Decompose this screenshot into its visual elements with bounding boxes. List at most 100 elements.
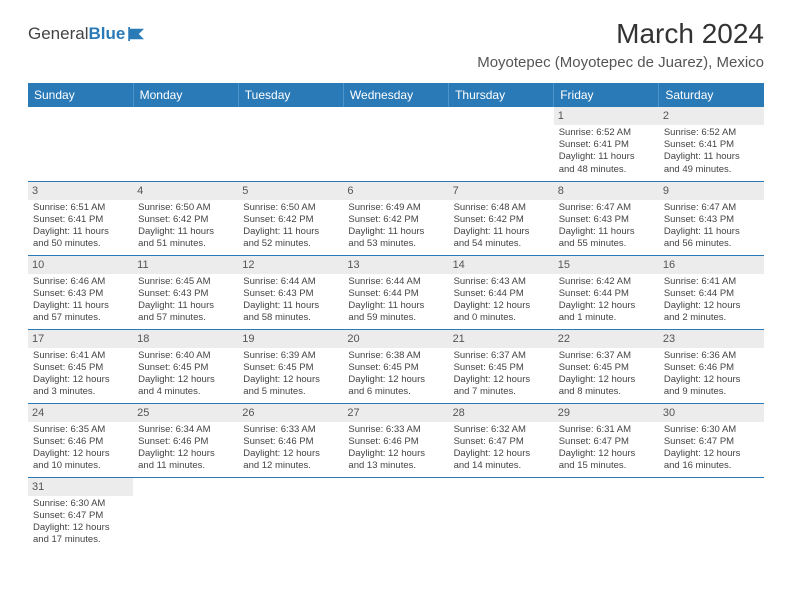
- day-sr: Sunrise: 6:33 AM: [348, 424, 443, 436]
- day-dl1: Daylight: 12 hours: [138, 448, 233, 460]
- day-number: 29: [554, 404, 659, 422]
- location: Moyotepec (Moyotepec de Juarez), Mexico: [477, 54, 764, 71]
- day-number: 6: [343, 182, 448, 200]
- day-dl2: and 15 minutes.: [559, 460, 654, 472]
- calendar-day-cell: 19Sunrise: 6:39 AMSunset: 6:45 PMDayligh…: [238, 329, 343, 403]
- day-sr: Sunrise: 6:30 AM: [664, 424, 759, 436]
- day-dl1: Daylight: 12 hours: [243, 374, 338, 386]
- day-number: 15: [554, 256, 659, 274]
- day-sr: Sunrise: 6:46 AM: [33, 276, 128, 288]
- day-dl2: and 57 minutes.: [33, 312, 128, 324]
- day-sr: Sunrise: 6:45 AM: [138, 276, 233, 288]
- day-dl2: and 49 minutes.: [664, 164, 759, 176]
- calendar-day-cell: 22Sunrise: 6:37 AMSunset: 6:45 PMDayligh…: [554, 329, 659, 403]
- logo-text: GeneralBlue: [28, 24, 125, 44]
- day-number: [554, 478, 659, 496]
- day-number: 16: [659, 256, 764, 274]
- day-sr: Sunrise: 6:52 AM: [559, 127, 654, 139]
- day-dl1: Daylight: 11 hours: [664, 226, 759, 238]
- day-number: 9: [659, 182, 764, 200]
- calendar-week-row: 24Sunrise: 6:35 AMSunset: 6:46 PMDayligh…: [28, 403, 764, 477]
- day-sr: Sunrise: 6:43 AM: [454, 276, 549, 288]
- day-dl2: and 9 minutes.: [664, 386, 759, 398]
- day-dl2: and 52 minutes.: [243, 238, 338, 250]
- day-number: 8: [554, 182, 659, 200]
- day-dl1: Daylight: 11 hours: [559, 151, 654, 163]
- calendar-day-cell: [238, 107, 343, 181]
- day-dl2: and 10 minutes.: [33, 460, 128, 472]
- calendar-day-cell: 14Sunrise: 6:43 AMSunset: 6:44 PMDayligh…: [449, 255, 554, 329]
- day-ss: Sunset: 6:47 PM: [33, 510, 128, 522]
- day-sr: Sunrise: 6:39 AM: [243, 350, 338, 362]
- day-sr: Sunrise: 6:34 AM: [138, 424, 233, 436]
- day-number: 5: [238, 182, 343, 200]
- day-dl2: and 51 minutes.: [138, 238, 233, 250]
- weekday-header: Sunday: [28, 83, 133, 107]
- calendar-day-cell: [659, 477, 764, 551]
- day-number: 19: [238, 330, 343, 348]
- calendar-day-cell: 27Sunrise: 6:33 AMSunset: 6:46 PMDayligh…: [343, 403, 448, 477]
- title-block: March 2024 Moyotepec (Moyotepec de Juare…: [477, 18, 764, 71]
- day-number: 28: [449, 404, 554, 422]
- day-dl2: and 59 minutes.: [348, 312, 443, 324]
- day-sr: Sunrise: 6:41 AM: [664, 276, 759, 288]
- day-ss: Sunset: 6:46 PM: [664, 362, 759, 374]
- day-ss: Sunset: 6:47 PM: [559, 436, 654, 448]
- day-ss: Sunset: 6:44 PM: [559, 288, 654, 300]
- calendar-day-cell: 13Sunrise: 6:44 AMSunset: 6:44 PMDayligh…: [343, 255, 448, 329]
- day-sr: Sunrise: 6:50 AM: [243, 202, 338, 214]
- day-number: [449, 478, 554, 496]
- day-number: 4: [133, 182, 238, 200]
- day-sr: Sunrise: 6:44 AM: [243, 276, 338, 288]
- header: GeneralBlue March 2024 Moyotepec (Moyote…: [0, 0, 792, 79]
- calendar-week-row: 3Sunrise: 6:51 AMSunset: 6:41 PMDaylight…: [28, 181, 764, 255]
- weekday-header-row: Sunday Monday Tuesday Wednesday Thursday…: [28, 83, 764, 107]
- calendar-day-cell: [28, 107, 133, 181]
- day-number: [133, 478, 238, 496]
- calendar-day-cell: 24Sunrise: 6:35 AMSunset: 6:46 PMDayligh…: [28, 403, 133, 477]
- weekday-header: Saturday: [659, 83, 764, 107]
- day-dl1: Daylight: 11 hours: [33, 226, 128, 238]
- day-sr: Sunrise: 6:32 AM: [454, 424, 549, 436]
- calendar-day-cell: 15Sunrise: 6:42 AMSunset: 6:44 PMDayligh…: [554, 255, 659, 329]
- day-number: [659, 478, 764, 496]
- day-number: 1: [554, 107, 659, 125]
- day-sr: Sunrise: 6:37 AM: [454, 350, 549, 362]
- weekday-header: Friday: [554, 83, 659, 107]
- day-dl2: and 14 minutes.: [454, 460, 549, 472]
- calendar-day-cell: 25Sunrise: 6:34 AMSunset: 6:46 PMDayligh…: [133, 403, 238, 477]
- day-dl1: Daylight: 12 hours: [454, 448, 549, 460]
- day-dl1: Daylight: 12 hours: [243, 448, 338, 460]
- day-ss: Sunset: 6:42 PM: [243, 214, 338, 226]
- calendar-day-cell: [343, 107, 448, 181]
- day-sr: Sunrise: 6:51 AM: [33, 202, 128, 214]
- calendar-day-cell: [449, 107, 554, 181]
- calendar-day-cell: 20Sunrise: 6:38 AMSunset: 6:45 PMDayligh…: [343, 329, 448, 403]
- day-dl1: Daylight: 12 hours: [454, 374, 549, 386]
- calendar-day-cell: 10Sunrise: 6:46 AMSunset: 6:43 PMDayligh…: [28, 255, 133, 329]
- calendar-day-cell: 16Sunrise: 6:41 AMSunset: 6:44 PMDayligh…: [659, 255, 764, 329]
- day-dl1: Daylight: 11 hours: [138, 300, 233, 312]
- calendar-day-cell: 5Sunrise: 6:50 AMSunset: 6:42 PMDaylight…: [238, 181, 343, 255]
- day-sr: Sunrise: 6:38 AM: [348, 350, 443, 362]
- day-dl1: Daylight: 12 hours: [33, 448, 128, 460]
- day-ss: Sunset: 6:41 PM: [664, 139, 759, 151]
- day-ss: Sunset: 6:43 PM: [664, 214, 759, 226]
- day-sr: Sunrise: 6:31 AM: [559, 424, 654, 436]
- day-dl2: and 8 minutes.: [559, 386, 654, 398]
- day-number: 13: [343, 256, 448, 274]
- day-ss: Sunset: 6:42 PM: [348, 214, 443, 226]
- day-dl2: and 0 minutes.: [454, 312, 549, 324]
- weekday-header: Thursday: [449, 83, 554, 107]
- flag-icon: [128, 27, 146, 41]
- day-number: [343, 478, 448, 496]
- calendar-day-cell: 3Sunrise: 6:51 AMSunset: 6:41 PMDaylight…: [28, 181, 133, 255]
- day-ss: Sunset: 6:41 PM: [33, 214, 128, 226]
- day-dl1: Daylight: 11 hours: [664, 151, 759, 163]
- day-number: 27: [343, 404, 448, 422]
- calendar-day-cell: [343, 477, 448, 551]
- day-ss: Sunset: 6:44 PM: [348, 288, 443, 300]
- day-dl1: Daylight: 11 hours: [454, 226, 549, 238]
- calendar-day-cell: 28Sunrise: 6:32 AMSunset: 6:47 PMDayligh…: [449, 403, 554, 477]
- calendar-day-cell: 12Sunrise: 6:44 AMSunset: 6:43 PMDayligh…: [238, 255, 343, 329]
